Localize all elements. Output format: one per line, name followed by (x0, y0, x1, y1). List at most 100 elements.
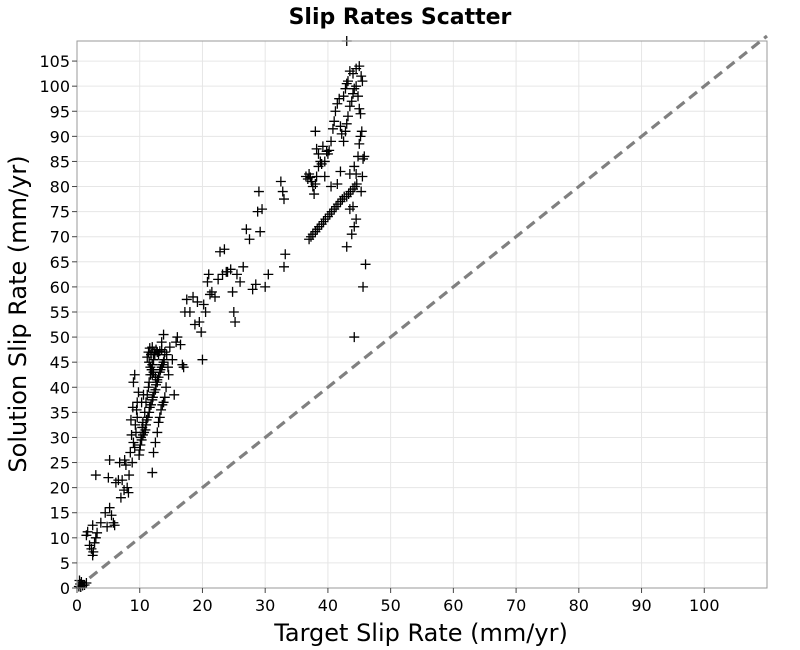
data-point (144, 343, 155, 354)
data-point (351, 81, 362, 92)
y-tick-label: 5 (60, 554, 70, 573)
data-point (349, 83, 360, 94)
data-point (225, 264, 236, 275)
data-point (341, 241, 352, 252)
data-point (189, 319, 200, 330)
data-point (87, 520, 98, 531)
data-point (348, 68, 358, 79)
data-point (153, 417, 164, 428)
data-point (204, 289, 215, 300)
data-point (349, 161, 360, 172)
data-point (148, 447, 159, 458)
data-point (108, 517, 119, 528)
data-point (253, 186, 264, 197)
data-point (322, 211, 333, 222)
data-point (357, 171, 368, 182)
data-point (127, 402, 138, 413)
data-point (178, 362, 189, 373)
y-tick-label: 10 (50, 529, 70, 548)
data-point (167, 354, 178, 365)
data-point (149, 387, 160, 398)
data-point (125, 447, 136, 458)
data-point (332, 199, 343, 210)
data-point (317, 141, 328, 152)
data-point (343, 189, 354, 200)
y-tick-label: 0 (60, 579, 70, 598)
data-point (210, 291, 220, 302)
reference-line-group (76, 34, 768, 590)
data-point (263, 269, 274, 280)
data-point (260, 281, 271, 292)
data-point (81, 577, 92, 588)
data-point (238, 261, 249, 272)
data-point (200, 306, 211, 317)
data-point (332, 98, 343, 109)
data-point (349, 181, 360, 192)
data-point (228, 306, 239, 317)
data-point (341, 118, 352, 129)
data-point (354, 138, 365, 149)
data-point (159, 392, 170, 403)
data-point (150, 372, 161, 383)
data-point (148, 367, 159, 378)
x-axis-label: Target Slip Rate (mm/yr) (273, 619, 568, 647)
data-point (342, 111, 353, 122)
x-tick-label: 10 (130, 596, 150, 615)
data-point (334, 93, 345, 104)
data-point (354, 103, 365, 114)
data-point (133, 387, 144, 398)
data-point (346, 96, 357, 107)
data-point (349, 221, 360, 232)
data-point (172, 332, 183, 343)
data-point (314, 221, 325, 232)
data-point (330, 106, 341, 117)
data-point (88, 546, 99, 557)
data-point (161, 349, 172, 360)
data-point (358, 281, 369, 292)
data-point (356, 186, 367, 197)
data-point (319, 156, 330, 167)
y-tick-label: 15 (50, 504, 70, 523)
data-point (197, 354, 208, 365)
data-point (335, 166, 346, 177)
data-point (310, 126, 321, 137)
x-tick-label: 60 (443, 596, 463, 615)
data-point (135, 432, 146, 443)
data-point (344, 168, 355, 179)
x-tick-label: 0 (72, 596, 82, 615)
data-point (280, 249, 291, 260)
data-point (144, 377, 155, 388)
data-point (313, 161, 324, 172)
x-tick-label: 20 (192, 596, 212, 615)
data-point (335, 121, 346, 132)
data-point (126, 429, 137, 440)
reference-line (76, 34, 768, 590)
y-tick-label: 105 (39, 52, 70, 71)
data-point (125, 414, 136, 425)
y-tick-label: 35 (50, 403, 70, 422)
data-point (340, 126, 351, 137)
data-point (241, 224, 252, 235)
data-point (326, 206, 337, 217)
data-point (356, 126, 367, 137)
data-point (123, 487, 134, 498)
data-point (102, 521, 113, 532)
data-point (304, 234, 315, 245)
data-point (136, 397, 147, 408)
data-point (312, 224, 323, 235)
data-point (188, 291, 199, 302)
data-point (157, 399, 168, 410)
data-point (147, 342, 158, 353)
y-tick-label: 40 (50, 378, 70, 397)
data-point (155, 364, 166, 375)
x-tick-label: 30 (255, 596, 275, 615)
data-point (341, 191, 352, 202)
y-tick-label: 30 (50, 428, 70, 447)
data-point (156, 404, 167, 415)
data-point (90, 532, 101, 543)
data-point (355, 131, 366, 142)
data-point (340, 83, 351, 94)
x-tick-label: 50 (380, 596, 400, 615)
data-point (129, 442, 140, 453)
